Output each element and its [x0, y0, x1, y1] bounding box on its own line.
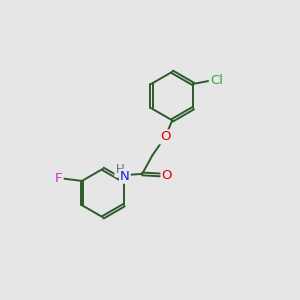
Text: O: O [160, 130, 171, 143]
Text: O: O [161, 169, 172, 182]
Text: Cl: Cl [210, 74, 223, 87]
Text: F: F [55, 172, 63, 185]
Text: N: N [120, 170, 130, 183]
Text: H: H [116, 164, 124, 176]
